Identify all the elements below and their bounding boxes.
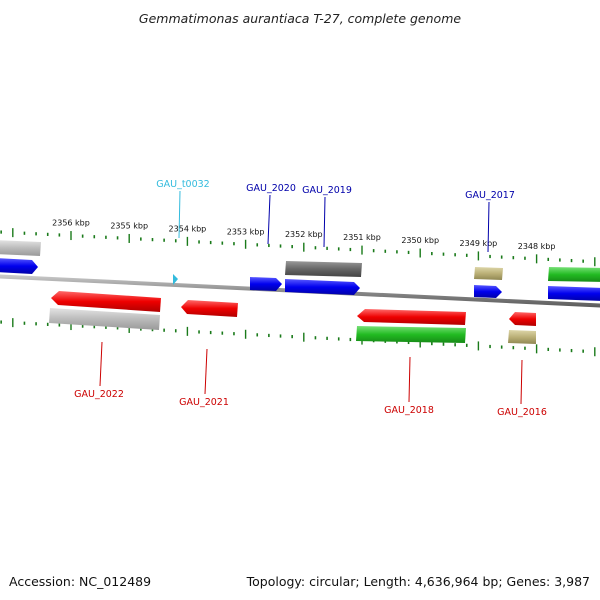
leader-gau-2018 xyxy=(408,356,411,403)
tick-label: 2348 kbp xyxy=(518,242,556,251)
gene-feature-green-2018[interactable] xyxy=(356,326,466,343)
gene-feature-red-2022[interactable] xyxy=(51,291,161,312)
gene-labels: GAU_t0032 GAU_2020 GAU_2019 GAU_2017 GAU… xyxy=(74,179,547,418)
accession-text: Accession: NC_012489 xyxy=(9,574,151,589)
leader-gau-2021 xyxy=(204,348,208,395)
gene-label-gau-2021[interactable]: GAU_2021 xyxy=(179,397,229,408)
gene-feature-green-right[interactable] xyxy=(548,267,600,282)
leader-gau-t0032 xyxy=(178,190,181,239)
outer-tick-ring xyxy=(0,228,596,267)
genome-summary-text: Topology: circular; Length: 4,636,964 bp… xyxy=(246,574,590,589)
scale-tick-labels: 2356 kbp 2355 kbp 2354 kbp 2353 kbp 2352 kbp… xyxy=(52,219,555,251)
gene-label-gau-2018[interactable]: GAU_2018 xyxy=(384,405,434,416)
tick-label: 2350 kbp xyxy=(401,236,439,245)
tick-label: 2352 kbp xyxy=(285,230,323,239)
gene-feature-blue-right[interactable] xyxy=(548,286,600,301)
tick-label: 2354 kbp xyxy=(169,224,207,233)
tick-label: 2351 kbp xyxy=(343,233,381,242)
gene-feature-red-2016[interactable] xyxy=(509,312,536,326)
leader-gau-2017 xyxy=(487,201,490,253)
label-leader-lines xyxy=(99,190,523,405)
tick-label: 2349 kbp xyxy=(460,239,498,248)
gene-feature-khaki-2016[interactable] xyxy=(508,330,536,344)
gene-label-gau-2017[interactable]: GAU_2017 xyxy=(465,190,515,201)
gene-feature-darkgray[interactable] xyxy=(285,261,362,277)
gene-label-gau-t0032[interactable]: GAU_t0032 xyxy=(156,179,209,190)
gene-features xyxy=(0,240,600,344)
leader-gau-2019 xyxy=(323,196,326,248)
gene-label-gau-2019[interactable]: GAU_2019 xyxy=(302,185,352,196)
trna-feature[interactable] xyxy=(173,274,178,285)
gene-feature-khaki-top[interactable] xyxy=(474,267,503,280)
gene-feature-blue-left[interactable] xyxy=(0,258,38,274)
tick-label: 2353 kbp xyxy=(227,227,265,236)
gene-feature-gray-left[interactable] xyxy=(0,240,41,256)
leader-gau-2016 xyxy=(520,359,523,405)
leader-gau-2022 xyxy=(99,341,103,387)
gene-feature-red-2021[interactable] xyxy=(181,300,238,317)
gene-label-gau-2020[interactable]: GAU_2020 xyxy=(246,183,296,194)
gene-feature-red-2018[interactable] xyxy=(357,309,466,325)
tick-label: 2356 kbp xyxy=(52,219,90,228)
leader-gau-2020 xyxy=(267,194,271,245)
page-title: Gemmatimonas aurantiaca T-27, complete g… xyxy=(139,11,461,26)
tick-label: 2355 kbp xyxy=(110,221,148,230)
gene-feature-blue-2017[interactable] xyxy=(474,285,502,298)
gene-label-gau-2016[interactable]: GAU_2016 xyxy=(497,407,547,418)
gene-feature-blue-2020[interactable] xyxy=(250,277,282,291)
gene-label-gau-2022[interactable]: GAU_2022 xyxy=(74,389,124,400)
gene-feature-gray-2022[interactable] xyxy=(49,308,160,330)
gene-feature-blue-2019[interactable] xyxy=(285,279,360,295)
